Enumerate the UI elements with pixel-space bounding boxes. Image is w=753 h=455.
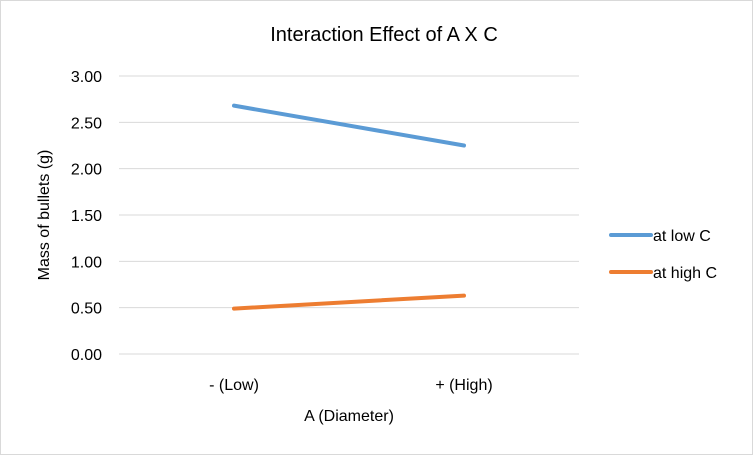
y-tick-label: 1.00 (71, 254, 102, 271)
legend: at low C at high C (609, 228, 717, 282)
gridlines (119, 75, 579, 355)
chart-title: Interaction Effect of A X C (270, 24, 498, 46)
legend-label: at high C (653, 265, 717, 282)
y-tick-label: 2.00 (71, 162, 102, 179)
x-axis-ticks: - (Low) + (High) (209, 377, 493, 394)
y-tick-label: 2.50 (71, 115, 102, 132)
series-lines (232, 103, 466, 311)
y-axis-title: Mass of bullets (g) (36, 150, 53, 281)
legend-label: at low C (653, 228, 711, 245)
y-tick-label: 1.50 (71, 208, 102, 225)
y-tick-label: 0.00 (71, 347, 102, 364)
series-line-1 (232, 103, 466, 148)
x-tick-label: - (Low) (209, 377, 259, 394)
y-axis-ticks: 0.00 0.50 1.00 1.50 2.00 2.50 3.00 (71, 69, 102, 364)
series-line-2 (232, 293, 466, 311)
y-tick-label: 3.00 (71, 69, 102, 86)
x-tick-label: + (High) (435, 377, 492, 394)
x-axis-title: A (Diameter) (304, 408, 394, 425)
y-tick-label: 0.50 (71, 301, 102, 318)
